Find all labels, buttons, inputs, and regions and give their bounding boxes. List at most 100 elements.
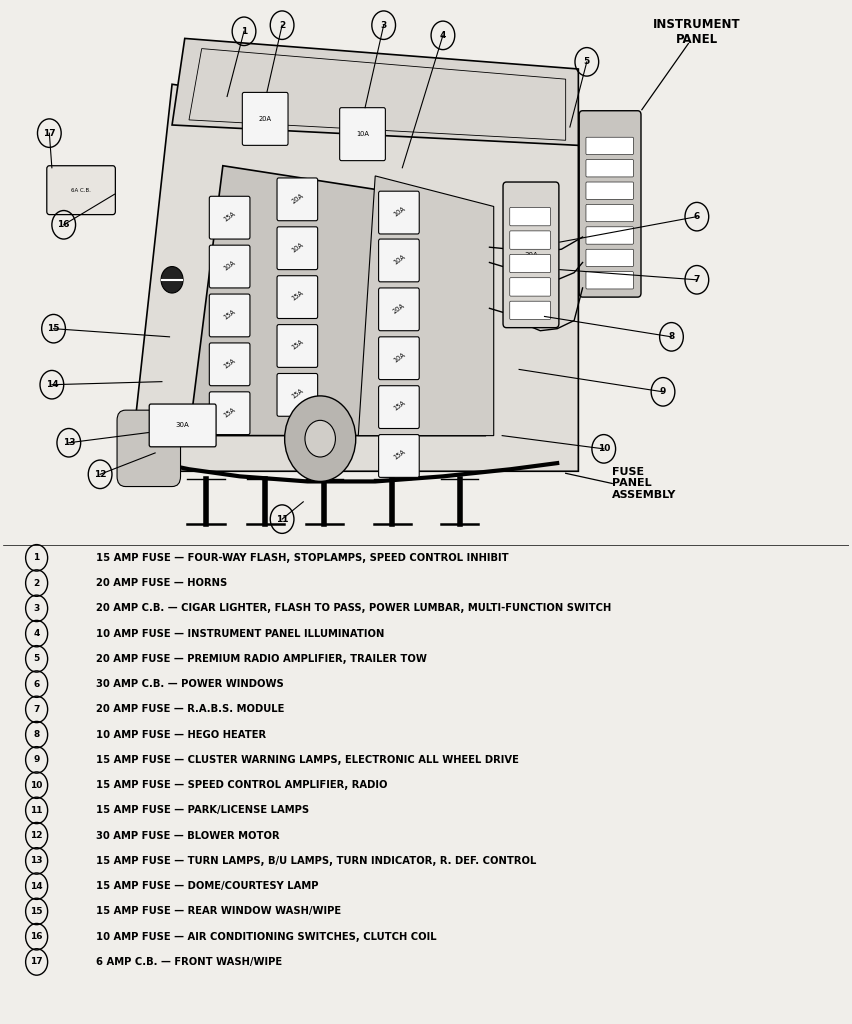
Text: 15A: 15A [291,388,304,400]
FancyBboxPatch shape [509,208,550,226]
FancyBboxPatch shape [579,111,641,297]
Text: 6A C.B.: 6A C.B. [71,187,91,193]
FancyBboxPatch shape [503,182,559,328]
Text: FUSE
PANEL
ASSEMBLY: FUSE PANEL ASSEMBLY [613,467,676,500]
FancyBboxPatch shape [242,92,288,145]
FancyBboxPatch shape [378,288,419,331]
FancyBboxPatch shape [210,294,250,337]
FancyBboxPatch shape [277,374,318,417]
Text: 30 AMP C.B. — POWER WINDOWS: 30 AMP C.B. — POWER WINDOWS [96,679,284,689]
Text: 8: 8 [668,333,675,341]
FancyBboxPatch shape [509,278,550,296]
Text: 15A: 15A [291,339,304,351]
Text: 13: 13 [31,856,43,865]
Text: 6 AMP C.B. — FRONT WASH/WIPE: 6 AMP C.B. — FRONT WASH/WIPE [96,957,282,967]
FancyBboxPatch shape [586,249,633,266]
Text: 15 AMP FUSE — DOME/COURTESY LAMP: 15 AMP FUSE — DOME/COURTESY LAMP [96,882,319,891]
Text: 6: 6 [33,680,40,688]
FancyBboxPatch shape [210,343,250,386]
Text: 10 AMP FUSE — AIR CONDITIONING SWITCHES, CLUTCH COIL: 10 AMP FUSE — AIR CONDITIONING SWITCHES,… [96,932,436,942]
Text: 10A: 10A [291,241,304,253]
FancyBboxPatch shape [509,254,550,272]
Text: 10 AMP FUSE — INSTRUMENT PANEL ILLUMINATION: 10 AMP FUSE — INSTRUMENT PANEL ILLUMINAT… [96,629,384,639]
Text: 1: 1 [241,27,247,36]
Text: INSTRUMENT
PANEL: INSTRUMENT PANEL [653,18,740,46]
Text: 15: 15 [31,907,43,915]
Text: 9: 9 [33,756,40,764]
Text: 14: 14 [31,882,43,891]
Text: 10A: 10A [222,259,237,271]
Text: 20 AMP FUSE — R.A.B.S. MODULE: 20 AMP FUSE — R.A.B.S. MODULE [96,705,285,715]
Polygon shape [130,84,579,471]
Text: 1: 1 [33,553,40,562]
FancyBboxPatch shape [586,182,633,200]
Text: 20 AMP FUSE — HORNS: 20 AMP FUSE — HORNS [96,579,227,588]
FancyBboxPatch shape [378,239,419,282]
FancyBboxPatch shape [586,160,633,177]
Circle shape [305,420,336,457]
Text: 5: 5 [33,654,40,664]
Text: 13: 13 [62,438,75,447]
Text: 15A: 15A [222,407,237,419]
Text: 10A: 10A [356,131,369,137]
Polygon shape [359,176,493,435]
FancyBboxPatch shape [509,230,550,249]
Text: 20A: 20A [259,116,272,122]
FancyBboxPatch shape [509,301,550,319]
Text: 15 AMP FUSE — CLUSTER WARNING LAMPS, ELECTRONIC ALL WHEEL DRIVE: 15 AMP FUSE — CLUSTER WARNING LAMPS, ELE… [96,755,519,765]
Text: 10A: 10A [392,351,406,364]
Text: 10A: 10A [392,253,406,265]
FancyBboxPatch shape [277,275,318,318]
FancyBboxPatch shape [277,227,318,269]
FancyBboxPatch shape [210,197,250,239]
Text: 15A: 15A [222,211,237,223]
Text: 20A: 20A [291,193,304,205]
FancyBboxPatch shape [277,325,318,368]
FancyBboxPatch shape [47,166,115,215]
FancyBboxPatch shape [340,108,385,161]
FancyBboxPatch shape [586,137,633,155]
FancyBboxPatch shape [586,271,633,289]
Text: 15 AMP FUSE — TURN LAMPS, B/U LAMPS, TURN INDICATOR, R. DEF. CONTROL: 15 AMP FUSE — TURN LAMPS, B/U LAMPS, TUR… [96,856,536,866]
Text: 20 AMP C.B. — CIGAR LIGHTER, FLASH TO PASS, POWER LUMBAR, MULTI-FUNCTION SWITCH: 20 AMP C.B. — CIGAR LIGHTER, FLASH TO PA… [96,603,611,613]
Text: 15A: 15A [392,400,406,413]
Text: 10: 10 [31,780,43,790]
Text: 9: 9 [659,387,666,396]
Text: 15 AMP FUSE — PARK/LICENSE LAMPS: 15 AMP FUSE — PARK/LICENSE LAMPS [96,806,309,815]
FancyBboxPatch shape [586,227,633,244]
Text: 15A: 15A [392,449,406,461]
Text: 30 AMP FUSE — BLOWER MOTOR: 30 AMP FUSE — BLOWER MOTOR [96,830,279,841]
Text: 3: 3 [381,20,387,30]
Text: 14: 14 [45,380,58,389]
Text: 15 AMP FUSE — FOUR-WAY FLASH, STOPLAMPS, SPEED CONTROL INHIBIT: 15 AMP FUSE — FOUR-WAY FLASH, STOPLAMPS,… [96,553,509,563]
FancyBboxPatch shape [149,404,216,446]
Text: 6: 6 [694,212,700,221]
Text: 30A: 30A [176,423,189,428]
Text: 15: 15 [48,325,60,333]
Text: 17: 17 [31,957,43,967]
Circle shape [285,396,356,481]
FancyBboxPatch shape [378,191,419,233]
Text: 16: 16 [31,932,43,941]
FancyBboxPatch shape [210,392,250,434]
Text: 16: 16 [57,220,70,229]
Circle shape [161,266,183,293]
Text: 4: 4 [33,629,40,638]
Text: 12: 12 [31,831,43,840]
Text: 5: 5 [584,57,590,67]
Text: 10: 10 [597,444,610,454]
Text: 15A: 15A [222,357,237,370]
Text: 7: 7 [694,275,700,285]
FancyBboxPatch shape [378,386,419,428]
Text: 10 AMP FUSE — HEGO HEATER: 10 AMP FUSE — HEGO HEATER [96,730,266,739]
Polygon shape [172,39,579,145]
Text: 20A: 20A [392,302,406,314]
Text: 4: 4 [440,31,446,40]
Text: 17: 17 [43,129,55,137]
Text: 15 AMP FUSE — REAR WINDOW WASH/WIPE: 15 AMP FUSE — REAR WINDOW WASH/WIPE [96,906,341,916]
Text: 20 AMP FUSE — PREMIUM RADIO AMPLIFIER, TRAILER TOW: 20 AMP FUSE — PREMIUM RADIO AMPLIFIER, T… [96,654,427,664]
FancyBboxPatch shape [210,245,250,288]
Text: 12: 12 [94,470,106,479]
Text: 15A: 15A [222,308,237,321]
Polygon shape [189,166,486,435]
